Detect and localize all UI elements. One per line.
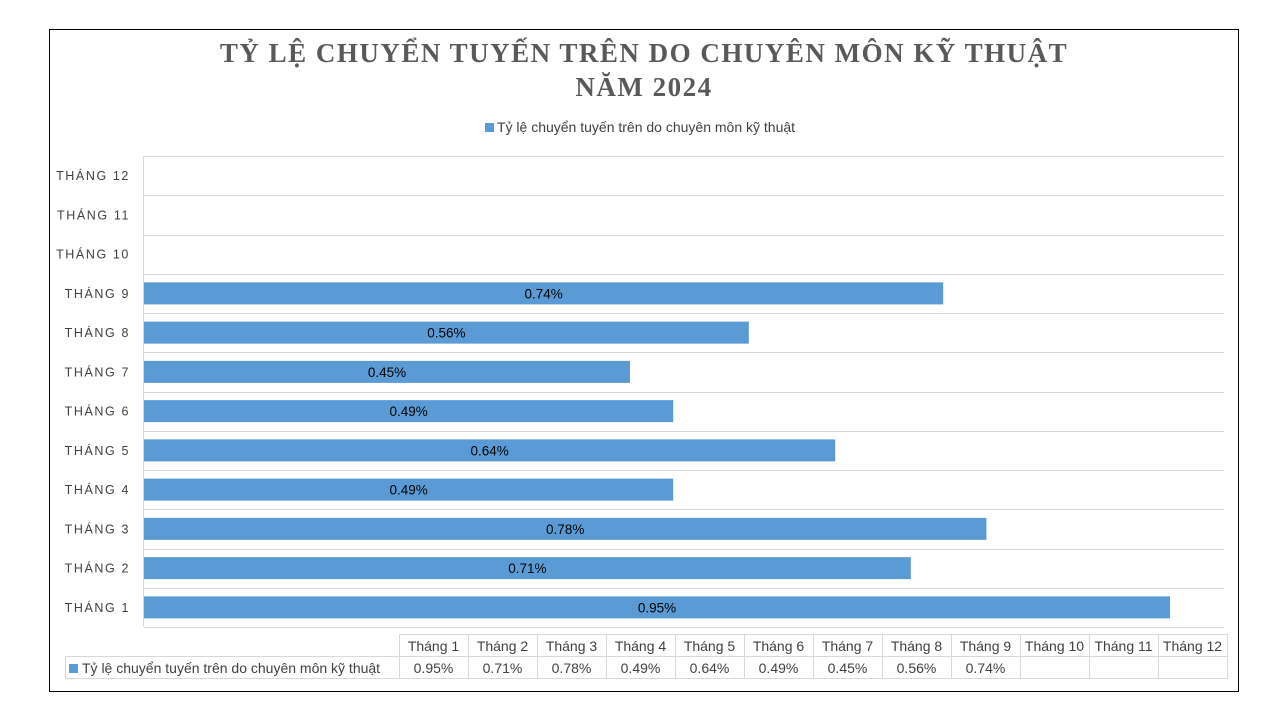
bar [144,360,630,383]
data-table-column-header: Tháng 9 [950,634,1021,657]
data-label: 0.95% [638,600,676,615]
data-table-value: 0.49% [605,656,676,679]
data-table-series-row: Tỷ lệ chuyển tuyến trên do chuyên môn kỹ… [65,656,1228,679]
data-table-corner [65,634,400,657]
bar [144,557,911,580]
data-table: Tháng 1 Tháng 2 Tháng 3 Tháng 4 Tháng 5 Tháng… [65,634,1228,679]
category-label: THÁNG 12 [56,168,130,183]
data-table-column-header: Tháng 7 [812,634,883,657]
category-label: THÁNG 3 [65,521,130,536]
data-table-series-name: Tỷ lệ chuyển tuyến trên do chuyên môn kỹ… [65,656,400,679]
bar [144,439,836,462]
data-table-value: 0.45% [812,656,883,679]
data-table-value: 0.78% [536,656,607,679]
category-label: THÁNG 10 [56,247,130,262]
bar [144,282,944,305]
chart-frame [49,29,1239,692]
data-table-column-header: Tháng 4 [605,634,676,657]
category-label: THÁNG 4 [65,482,130,497]
data-table-column-header: Tháng 11 [1088,634,1159,657]
data-label: 0.49% [389,483,427,498]
data-table-column-header: Tháng 10 [1019,634,1090,657]
data-table-swatch [69,663,78,673]
data-table-column-header: Tháng 5 [674,634,745,657]
bar [144,400,674,423]
data-table-series-label: Tỷ lệ chuyển tuyến trên do chuyên môn kỹ… [82,659,381,676]
category-label: THÁNG 2 [65,561,130,576]
bar [144,321,749,344]
chart-legend: Tỷ lệ chuyển tuyến trên do chuyên môn kỹ… [0,119,1280,135]
category-label: THÁNG 7 [65,364,130,379]
data-label: 0.74% [524,286,562,301]
category-label: THÁNG 8 [65,325,130,340]
data-table-value: 0.56% [881,656,952,679]
bar [144,596,1170,619]
chart-title-line-1: TỶ LỆ CHUYỂN TUYẾN TRÊN DO CHUYÊN MÔN KỸ… [219,38,1069,68]
data-table-value [1019,656,1090,679]
data-table-value: 0.95% [398,656,469,679]
data-label: 0.56% [427,326,465,341]
category-label: THÁNG 6 [65,404,130,419]
category-label: THÁNG 5 [65,443,130,458]
data-table-value [1157,656,1228,679]
data-label: 0.45% [368,365,406,380]
bar [144,478,674,501]
legend-swatch [484,123,494,132]
data-label: 0.49% [389,404,427,419]
category-label: THÁNG 11 [57,207,130,222]
data-label: 0.71% [508,561,546,576]
data-table-value: 0.49% [743,656,814,679]
data-label: 0.64% [470,443,508,458]
data-table-value [1088,656,1159,679]
data-table-header-row: Tháng 1 Tháng 2 Tháng 3 Tháng 4 Tháng 5 Tháng… [65,634,1228,657]
bar [144,517,987,540]
data-table-column-header: Tháng 8 [881,634,952,657]
category-label: THÁNG 1 [65,600,130,615]
legend-label: Tỷ lệ chuyển tuyến trên do chuyên môn kỹ… [496,119,796,135]
chart-title-line-2: NĂM 2024 [575,72,713,102]
data-table-column-header: Tháng 1 [398,634,469,657]
data-table-column-header: Tháng 3 [536,634,607,657]
data-table-value: 0.64% [674,656,745,679]
data-label: 0.78% [546,522,584,537]
data-table-column-header: Tháng 2 [467,634,538,657]
category-label: THÁNG 9 [65,286,130,301]
data-table-column-header: Tháng 12 [1157,634,1228,657]
data-table-value: 0.71% [467,656,538,679]
data-table-value: 0.74% [950,656,1021,679]
data-table-column-header: Tháng 6 [743,634,814,657]
